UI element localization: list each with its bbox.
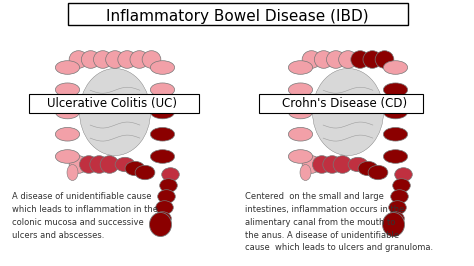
Ellipse shape xyxy=(55,61,80,74)
Ellipse shape xyxy=(327,51,345,68)
Ellipse shape xyxy=(160,179,177,192)
Ellipse shape xyxy=(150,127,174,141)
Ellipse shape xyxy=(106,51,124,68)
Ellipse shape xyxy=(302,156,321,173)
Ellipse shape xyxy=(368,165,388,180)
Ellipse shape xyxy=(55,127,80,141)
Ellipse shape xyxy=(155,201,173,214)
Ellipse shape xyxy=(383,150,408,163)
Ellipse shape xyxy=(135,165,155,180)
Ellipse shape xyxy=(392,179,410,192)
Ellipse shape xyxy=(158,190,175,203)
Ellipse shape xyxy=(383,83,408,97)
Ellipse shape xyxy=(69,51,88,68)
Ellipse shape xyxy=(389,201,406,214)
Text: Crohn's Disease (CD): Crohn's Disease (CD) xyxy=(283,98,408,110)
Text: Centered  on the small and large
intestines, inflammation occurs in the
alimenta: Centered on the small and large intestin… xyxy=(245,192,433,252)
Ellipse shape xyxy=(55,83,80,97)
Ellipse shape xyxy=(55,105,80,119)
Ellipse shape xyxy=(312,156,331,173)
Ellipse shape xyxy=(118,51,137,68)
Ellipse shape xyxy=(387,212,404,225)
Ellipse shape xyxy=(150,61,174,74)
FancyBboxPatch shape xyxy=(259,94,423,113)
Ellipse shape xyxy=(348,157,368,172)
Ellipse shape xyxy=(288,61,312,74)
Text: Ulcerative Colitis (UC): Ulcerative Colitis (UC) xyxy=(47,98,177,110)
Ellipse shape xyxy=(383,105,408,119)
Ellipse shape xyxy=(351,51,370,68)
Ellipse shape xyxy=(154,212,171,225)
Ellipse shape xyxy=(100,156,119,173)
Ellipse shape xyxy=(80,156,98,173)
Ellipse shape xyxy=(309,64,388,160)
Ellipse shape xyxy=(312,69,383,156)
Ellipse shape xyxy=(142,51,161,68)
Ellipse shape xyxy=(338,51,357,68)
Text: Inflammatory Bowel Disease (IBD): Inflammatory Bowel Disease (IBD) xyxy=(106,9,368,23)
Ellipse shape xyxy=(149,213,172,236)
Ellipse shape xyxy=(69,156,88,173)
Ellipse shape xyxy=(80,69,151,156)
Ellipse shape xyxy=(130,51,149,68)
Ellipse shape xyxy=(395,168,412,181)
Ellipse shape xyxy=(333,156,352,173)
Ellipse shape xyxy=(75,64,155,160)
Ellipse shape xyxy=(150,150,174,163)
Ellipse shape xyxy=(300,164,311,181)
Ellipse shape xyxy=(115,157,135,172)
Ellipse shape xyxy=(93,51,112,68)
Ellipse shape xyxy=(383,127,408,141)
Ellipse shape xyxy=(302,51,321,68)
Ellipse shape xyxy=(288,105,312,119)
FancyBboxPatch shape xyxy=(29,94,199,113)
Ellipse shape xyxy=(82,51,100,68)
Ellipse shape xyxy=(55,150,80,163)
Ellipse shape xyxy=(150,83,174,97)
Ellipse shape xyxy=(125,161,145,176)
Ellipse shape xyxy=(363,51,382,68)
FancyBboxPatch shape xyxy=(68,3,408,25)
Ellipse shape xyxy=(162,168,179,181)
Ellipse shape xyxy=(90,156,109,173)
Ellipse shape xyxy=(383,61,408,74)
Ellipse shape xyxy=(150,105,174,119)
Ellipse shape xyxy=(288,150,312,163)
Ellipse shape xyxy=(288,83,312,97)
Ellipse shape xyxy=(288,127,312,141)
Ellipse shape xyxy=(375,51,394,68)
Text: A disease of unidentifiable cause
which leads to inflammation in the
colonic muc: A disease of unidentifiable cause which … xyxy=(12,192,158,240)
Ellipse shape xyxy=(383,213,404,236)
Ellipse shape xyxy=(391,190,408,203)
Ellipse shape xyxy=(323,156,341,173)
Ellipse shape xyxy=(67,164,78,181)
Ellipse shape xyxy=(358,161,378,176)
Ellipse shape xyxy=(314,51,333,68)
